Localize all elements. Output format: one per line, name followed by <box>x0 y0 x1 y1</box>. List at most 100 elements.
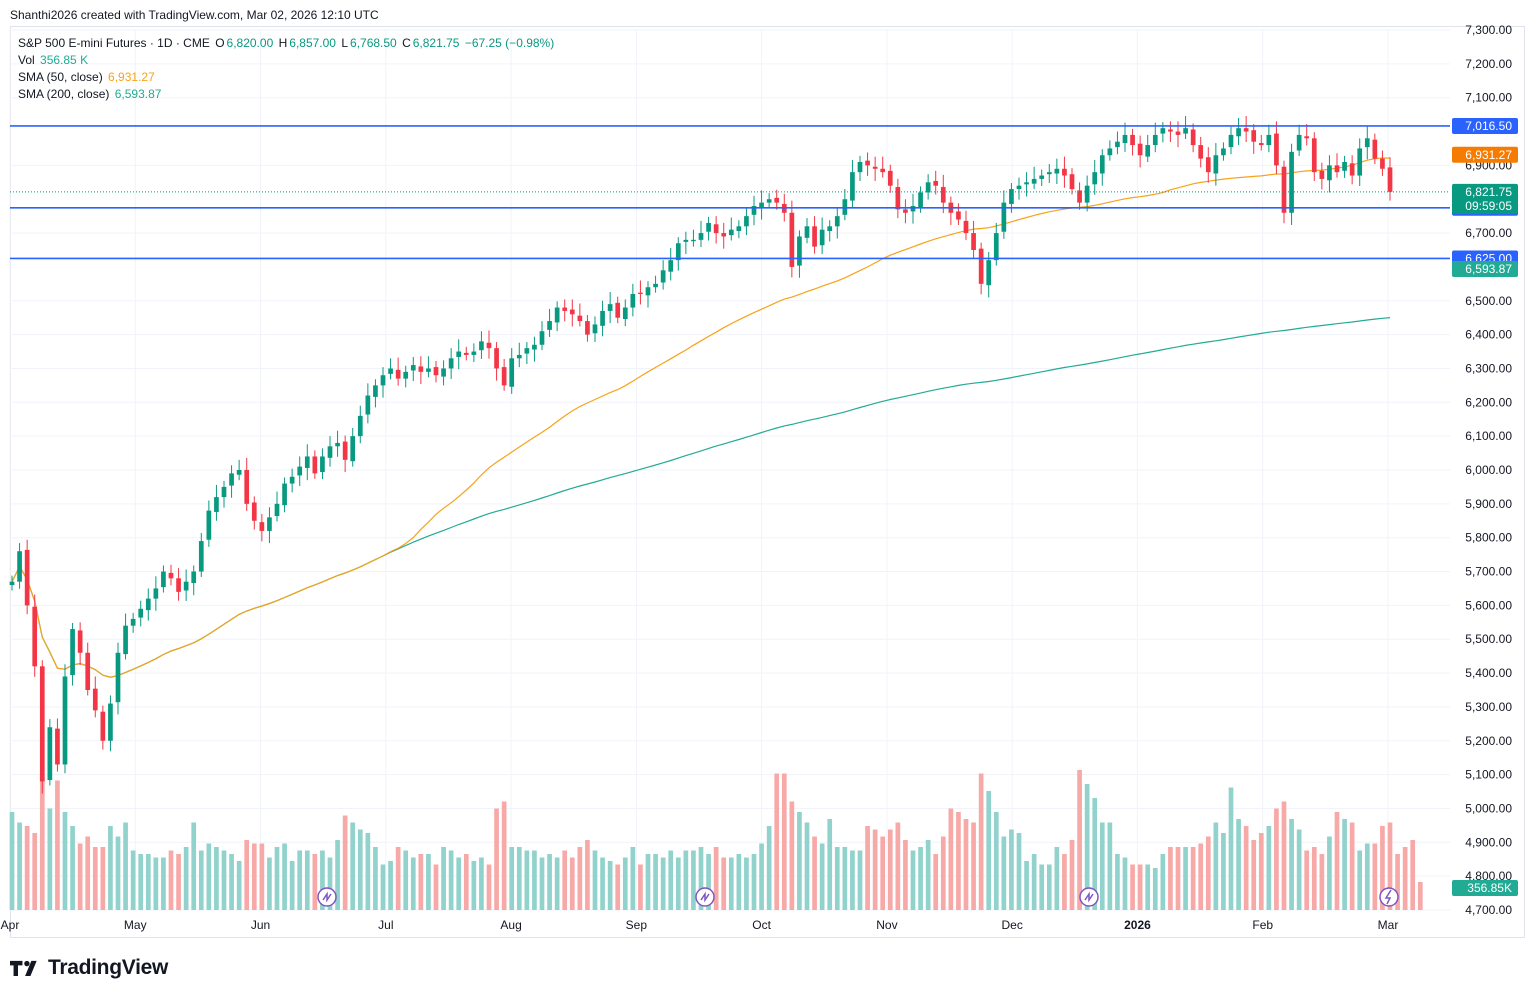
candle-body <box>971 233 976 250</box>
price-tag-label: 6,821.75 <box>1465 185 1512 199</box>
candle <box>297 456 303 486</box>
legend-vol-label: Vol <box>18 53 35 67</box>
candle <box>956 203 961 225</box>
volume-bar <box>638 864 643 910</box>
candle-body <box>138 608 144 618</box>
candle-body <box>267 517 272 531</box>
volume-bar <box>123 822 128 910</box>
price-tags: 7,016.506,774.756,625.006,931.276,821.75… <box>1452 117 1518 896</box>
volume-bar <box>463 854 469 910</box>
candle <box>516 342 522 368</box>
volume-bar <box>441 847 446 910</box>
volume-bar <box>1046 864 1052 910</box>
candle <box>191 565 197 596</box>
volume-bar <box>206 843 212 910</box>
volume-bar <box>698 847 704 910</box>
legend-sma50[interactable]: SMA (50, close) 6,931.27 <box>18 69 157 86</box>
candle-body <box>1099 155 1105 174</box>
legend-sma50-label: SMA (50, close) <box>18 70 103 84</box>
candle <box>1031 166 1037 190</box>
candle-body <box>433 367 439 376</box>
volume-bar <box>744 857 749 910</box>
volume-bar <box>1092 798 1098 910</box>
volume-bar <box>471 861 477 910</box>
y-tick-label: 7,300.00 <box>1465 23 1512 37</box>
candle-body <box>812 226 817 247</box>
legend-volume[interactable]: Vol 356.85 K <box>18 52 90 69</box>
candle-body <box>834 216 840 227</box>
candle-body <box>1372 139 1378 159</box>
candle <box>70 622 75 686</box>
candle <box>1077 182 1082 210</box>
candle-body <box>532 344 537 350</box>
candle <box>1281 160 1287 224</box>
volume-bar <box>1266 826 1272 910</box>
candle-body <box>1039 175 1045 179</box>
y-tick-label: 5,200.00 <box>1465 734 1512 748</box>
volume-bar <box>516 847 522 910</box>
volume-bar <box>289 861 295 910</box>
candle <box>115 642 121 715</box>
x-tick-label: 2026 <box>1124 918 1151 932</box>
candle-body <box>986 260 992 286</box>
candle-body <box>456 351 462 357</box>
hline-layer <box>10 125 1450 260</box>
candle-body <box>229 473 234 486</box>
candle-body <box>251 502 257 521</box>
x-tick-label: Jul <box>378 918 393 932</box>
candle-body <box>600 310 605 326</box>
volume-bar <box>789 801 795 910</box>
volume-bar <box>236 861 242 910</box>
candle <box>17 543 22 589</box>
volume-bar <box>1372 843 1378 910</box>
volume-bar <box>282 843 287 910</box>
dividend-marker-icon <box>695 887 715 907</box>
candle-body <box>1145 145 1151 157</box>
candle-body <box>728 229 734 236</box>
price-tag-timer: 09:59:05 <box>1465 199 1512 213</box>
candle-body <box>335 442 340 447</box>
candle-body <box>357 415 363 437</box>
volume-bar <box>1395 854 1400 910</box>
volume-bar <box>1380 826 1385 910</box>
candle <box>85 642 91 696</box>
candle-body <box>1122 134 1128 144</box>
candle <box>161 565 166 593</box>
candle <box>615 296 621 324</box>
candle-body <box>1009 189 1014 204</box>
candle-body <box>539 331 545 345</box>
volume-bar <box>857 850 863 910</box>
candle <box>706 216 711 241</box>
candle-body <box>1183 128 1188 134</box>
volume-bar <box>713 847 719 910</box>
x-axis: Apr May Jun Jul Aug Sep Oct Nov Dec 2026 Feb Mar <box>1 918 1399 932</box>
volume-bar <box>842 847 848 910</box>
volume-bar <box>547 854 552 910</box>
candle <box>304 444 310 481</box>
volume-bar <box>706 854 711 910</box>
candle <box>622 299 628 327</box>
candle <box>365 383 371 424</box>
volume-bar <box>1009 829 1014 910</box>
candle <box>1190 123 1196 153</box>
candle-body <box>1024 182 1029 185</box>
candle <box>1092 159 1098 195</box>
volume-bar <box>1417 882 1423 910</box>
candle <box>539 321 545 351</box>
legend-sma200[interactable]: SMA (200, close) 6,593.87 <box>18 86 163 103</box>
tradingview-brand[interactable]: TradingView <box>10 956 168 980</box>
candle <box>774 189 780 210</box>
legend-high-value: 6,857.00 <box>289 36 336 50</box>
candle-body <box>304 456 310 468</box>
candle <box>872 156 878 181</box>
volume-bar <box>963 819 969 910</box>
candle-body <box>395 369 401 379</box>
candle-body <box>365 395 371 415</box>
candle-body <box>615 302 621 318</box>
candle-body <box>547 321 552 330</box>
candle-body <box>183 581 189 591</box>
volume-bar <box>350 822 356 910</box>
candle <box>728 217 734 241</box>
candle-body <box>562 307 568 311</box>
